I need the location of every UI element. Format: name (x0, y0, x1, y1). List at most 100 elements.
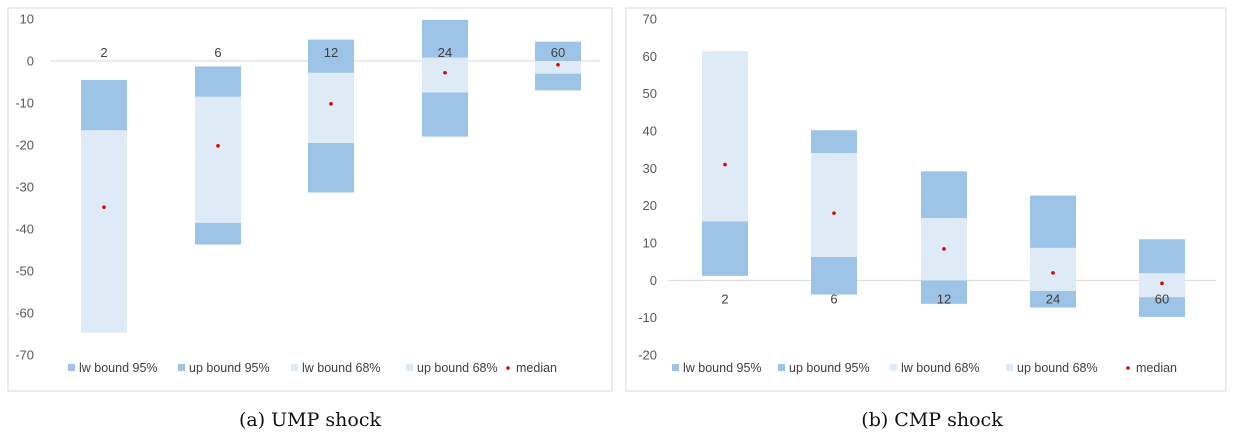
median-point (556, 62, 560, 67)
band-bar (422, 92, 468, 137)
category-label: 60 (551, 45, 565, 60)
band-bar (702, 51, 748, 222)
legend-label: lw bound 68% (302, 361, 381, 375)
band-bar (535, 41, 581, 61)
category-label: 2 (100, 45, 107, 60)
y-axis: 10 0 -10 -20 -30 -40 -50 -60 -70 (15, 12, 34, 363)
chart-caption: (a) UMP shock (239, 409, 382, 431)
legend-swatch (778, 364, 785, 371)
legend-swatch (1006, 364, 1013, 371)
legend-label: lw bound 68% (901, 361, 980, 375)
category-label: 60 (1155, 291, 1169, 306)
y-tick-label: -60 (15, 306, 34, 321)
y-tick-label: -10 (638, 310, 657, 325)
band-bar (921, 280, 967, 304)
legend: lw bound 95% up bound 95% lw bound 68% up b… (68, 361, 557, 375)
median-point (942, 247, 946, 251)
median-point (1051, 271, 1055, 275)
band-bar (535, 73, 581, 91)
y-tick-label: 50 (643, 86, 657, 101)
y-tick-label: -40 (15, 222, 34, 237)
chart-cmp-shock: 70 60 50 40 30 20 10 0 -10 -20 2 6 12 24 60 lw bound … (625, 7, 1227, 431)
band-bar (308, 72, 354, 143)
band-bar (81, 130, 127, 333)
y-tick-label: 60 (643, 49, 657, 64)
y-tick-label: 10 (643, 236, 657, 251)
band-bar (1139, 273, 1185, 298)
band-bar (1030, 290, 1076, 308)
y-axis: 70 60 50 40 30 20 10 0 -10 -20 (638, 12, 657, 363)
median-point (443, 70, 447, 75)
band-bar (921, 171, 967, 218)
y-tick-label: 0 (27, 54, 34, 69)
legend-label: up bound 95% (789, 361, 870, 375)
y-tick-label: 70 (643, 12, 657, 27)
median-point (216, 144, 220, 148)
band-bar (1030, 195, 1076, 248)
legend-label: median (516, 361, 557, 375)
category-label: 6 (830, 291, 837, 306)
medians (723, 162, 1164, 286)
band-bar (81, 79, 127, 131)
category-label: 24 (438, 45, 452, 60)
median-point (723, 162, 727, 167)
band-bar (1030, 247, 1076, 291)
band-bar (702, 221, 748, 276)
legend-swatch (890, 364, 897, 371)
band-bar (195, 66, 241, 97)
medians (102, 62, 560, 209)
y-tick-label: -30 (15, 180, 34, 195)
y-tick-label: 10 (20, 12, 34, 27)
bands (81, 19, 581, 333)
median-point (832, 211, 836, 215)
category-label: 24 (1046, 291, 1060, 306)
band-bar (535, 61, 581, 74)
band-bar (811, 130, 857, 154)
chart-caption: (b) CMP shock (861, 409, 1003, 431)
y-tick-label: -50 (15, 264, 34, 279)
band-bar (195, 96, 241, 223)
legend-label: median (1136, 361, 1177, 375)
legend: lw bound 95% up bound 95% lw bound 68% up b… (672, 361, 1177, 375)
legend-swatch (506, 366, 510, 370)
y-tick-label: 30 (643, 161, 657, 176)
band-bar (308, 142, 354, 193)
category-label: 12 (324, 45, 338, 60)
category-label: 6 (214, 45, 221, 60)
y-tick-label: -10 (15, 96, 34, 111)
legend-swatch (672, 364, 679, 371)
band-bar (811, 153, 857, 257)
legend-swatch (291, 364, 298, 371)
band-bar (811, 256, 857, 295)
band-bar (195, 222, 241, 245)
median-point (102, 205, 106, 209)
x-axis: 2 6 12 24 60 (721, 291, 1169, 306)
chart-ump-shock: 10 0 -10 -20 -30 -40 -50 -60 -70 2 6 12 24 60 lw bou… (7, 7, 613, 431)
band-bar (308, 39, 354, 73)
band-bar (422, 57, 468, 93)
y-tick-label: -20 (638, 348, 657, 363)
y-tick-label: 40 (643, 124, 657, 139)
legend-label: lw bound 95% (79, 361, 158, 375)
bands (702, 51, 1185, 317)
band-bar (1139, 239, 1185, 274)
y-tick-label: 0 (650, 273, 657, 288)
legend-swatch (68, 364, 75, 371)
median-point (329, 102, 333, 106)
x-axis: 2 6 12 24 60 (100, 45, 565, 60)
legend-swatch (178, 364, 185, 371)
legend-label: lw bound 95% (683, 361, 762, 375)
median-point (1160, 281, 1164, 286)
category-label: 12 (937, 291, 951, 306)
band-bar (1139, 297, 1185, 317)
band-bar (422, 19, 468, 58)
legend-label: up bound 95% (189, 361, 270, 375)
legend-swatch (406, 364, 413, 371)
y-tick-label: 20 (643, 198, 657, 213)
legend-label: up bound 68% (1017, 361, 1098, 375)
y-tick-label: -20 (15, 138, 34, 153)
legend-swatch (1126, 366, 1130, 370)
y-tick-label: -70 (15, 348, 34, 363)
category-label: 2 (721, 291, 728, 306)
